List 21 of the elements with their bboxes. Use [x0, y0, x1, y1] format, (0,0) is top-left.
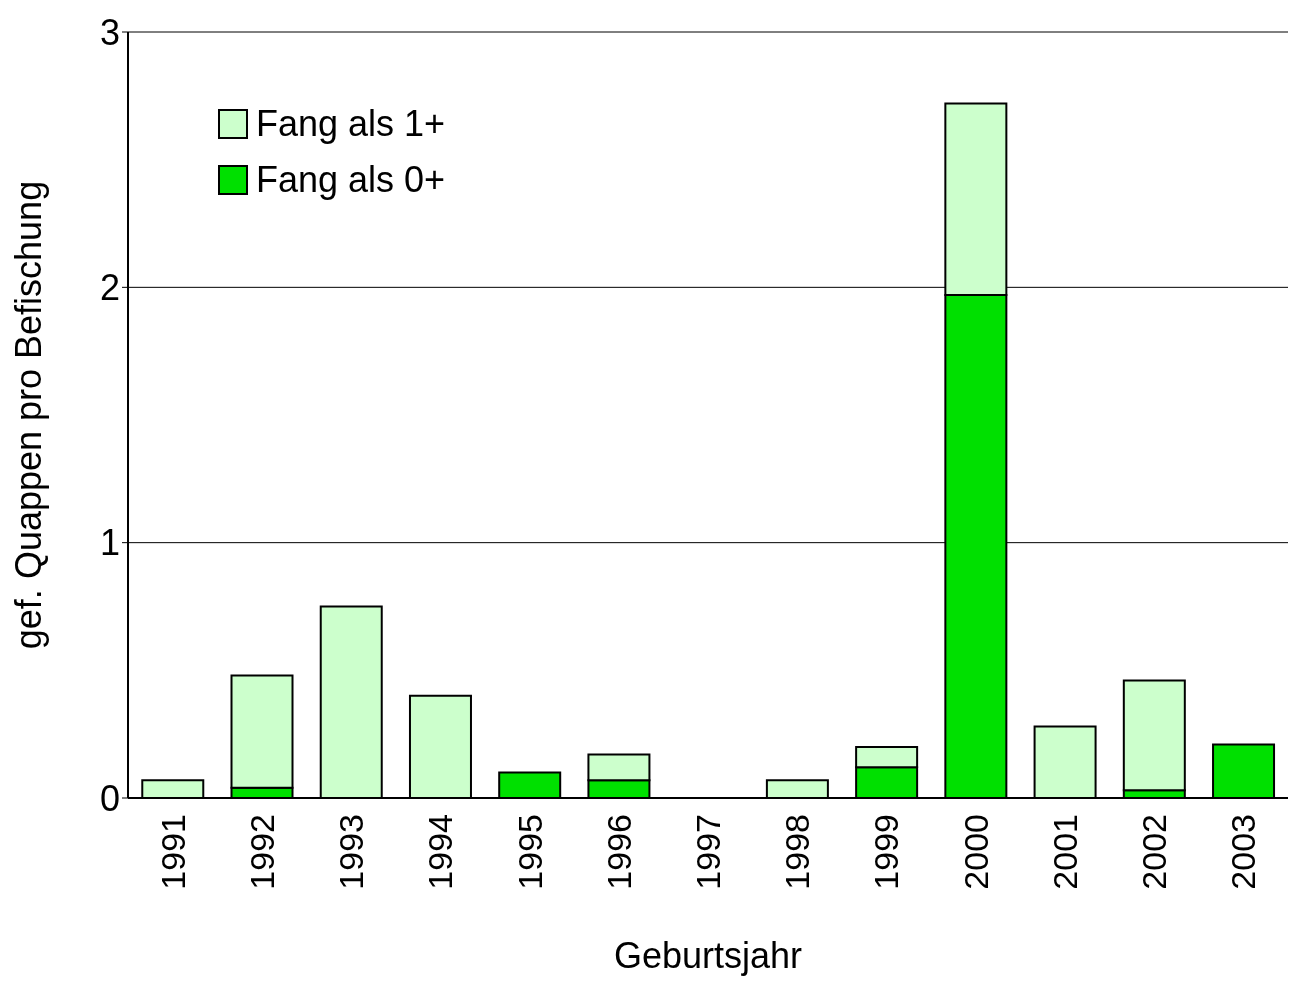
- x-tick-label: 2003: [1224, 814, 1263, 890]
- x-tick-label: 1992: [242, 814, 281, 890]
- y-tick-label: 0: [99, 777, 120, 819]
- legend-label: Fang als 1+: [256, 103, 446, 145]
- x-tick-label: 2002: [1135, 814, 1174, 890]
- x-tick-label: 1999: [867, 814, 906, 890]
- x-tick-label: 1993: [332, 814, 371, 890]
- y-tick-label: 2: [99, 267, 120, 309]
- x-tick-label: 1994: [421, 814, 460, 890]
- y-axis-title: gef. Quappen pro Befischung: [7, 180, 49, 650]
- x-axis-title: Geburtsjahr: [613, 935, 803, 976]
- x-tick-label: 1996: [599, 814, 638, 890]
- x-tick-label: 2000: [956, 814, 995, 890]
- y-tick-label: 1: [99, 522, 120, 564]
- x-tick-label: 2001: [1045, 814, 1084, 890]
- x-tick-label: 1991: [153, 814, 192, 890]
- x-tick-label: 1997: [689, 814, 727, 890]
- legend-label: Fang als 0+: [256, 159, 446, 201]
- x-tick-label: 1995: [510, 814, 549, 890]
- x-tick-label: 1998: [778, 814, 817, 890]
- y-tick-label: 3: [99, 11, 120, 53]
